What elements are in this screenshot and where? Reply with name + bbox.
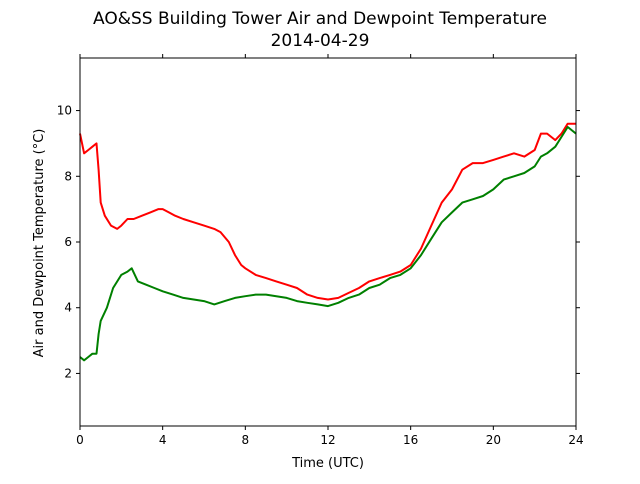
y-tick-label-2: 2: [64, 366, 72, 380]
chart-title: AO&SS Building Tower Air and Dewpoint Te…: [93, 9, 547, 29]
x-tick-label-12: 12: [320, 433, 335, 447]
x-tick-label-20: 20: [486, 433, 501, 447]
x-axis-label: Time (UTC): [291, 456, 364, 471]
y-tick-label-8: 8: [64, 169, 72, 183]
series-line-1: [79, 126, 577, 362]
y-tick-label-10: 10: [57, 104, 72, 118]
x-tick-label-8: 8: [242, 433, 250, 447]
x-tick-label-4: 4: [159, 433, 167, 447]
x-tick-label-16: 16: [403, 433, 418, 447]
plot-frame: [79, 57, 577, 427]
chart-subtitle: 2014-04-29: [271, 31, 370, 51]
x-tick-label-0: 0: [76, 433, 84, 447]
x-tick-label-24: 24: [568, 433, 583, 447]
y-tick-label-4: 4: [64, 301, 72, 315]
series-layer: [79, 122, 577, 362]
y-tick-label-6: 6: [64, 235, 72, 249]
y-axis-label: Air and Dewpoint Temperature (°C): [32, 129, 47, 358]
series-line-0: [79, 122, 576, 301]
